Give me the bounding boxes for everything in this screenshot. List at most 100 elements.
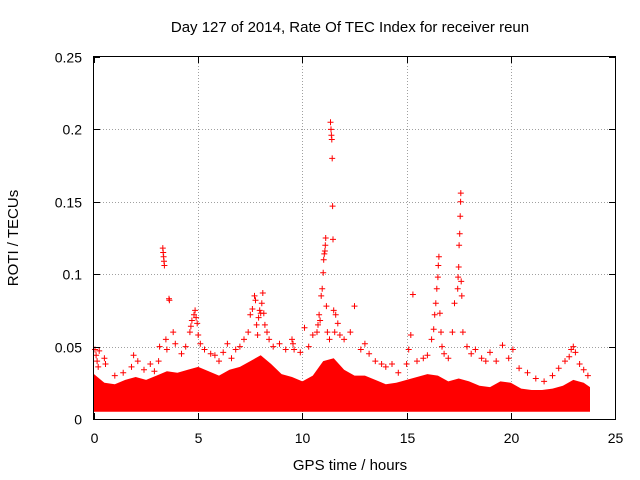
data-point — [378, 361, 385, 367]
data-point — [324, 329, 331, 336]
data-point — [93, 352, 100, 359]
data-point — [468, 350, 475, 357]
data-point — [334, 320, 341, 327]
data-point — [436, 310, 443, 317]
data-point — [96, 347, 103, 354]
data-point — [499, 342, 506, 349]
data-point — [572, 349, 579, 356]
data-point — [555, 365, 562, 372]
dense-point-band — [94, 355, 590, 412]
data-point — [301, 324, 308, 331]
point-band — [94, 355, 590, 412]
chart-title: Day 127 of 2014, Rate Of TEC Index for r… — [171, 19, 529, 36]
data-point — [111, 372, 118, 379]
data-point — [241, 336, 247, 343]
data-point — [276, 340, 283, 347]
data-point — [478, 355, 485, 362]
data-point — [260, 310, 267, 317]
data-point — [328, 136, 335, 143]
data-point — [327, 119, 334, 126]
data-point — [264, 329, 270, 336]
y-tick-label: 0.15 — [55, 195, 82, 211]
data-point — [259, 290, 266, 296]
data-point — [331, 329, 338, 336]
data-point — [261, 321, 268, 328]
data-point — [228, 355, 235, 362]
data-point — [322, 242, 329, 249]
data-point — [414, 358, 420, 365]
data-point — [151, 368, 158, 375]
data-point — [454, 285, 461, 292]
data-point — [101, 355, 108, 362]
data-point — [282, 346, 289, 353]
data-point — [266, 336, 273, 343]
data-point — [433, 285, 440, 292]
data-point — [318, 292, 325, 299]
data-point — [329, 155, 336, 162]
data-point — [156, 343, 163, 350]
x-tick-label: 0 — [91, 430, 99, 446]
axis-ticks: 0 5 10 15 20 25 0 0.05 0.1 0.15 0.2 0.25 — [55, 50, 624, 447]
data-point — [182, 343, 189, 350]
data-point — [247, 311, 254, 318]
data-point — [347, 329, 354, 336]
data-point — [289, 336, 295, 343]
data-point — [305, 343, 312, 350]
data-point — [316, 311, 323, 318]
data-point — [532, 375, 539, 382]
data-point — [155, 358, 162, 365]
data-point — [441, 350, 448, 357]
y-tick-label: 0.25 — [55, 50, 82, 66]
data-point — [141, 366, 147, 373]
data-point — [451, 300, 458, 307]
data-point — [405, 346, 412, 353]
data-point — [336, 332, 343, 338]
data-point — [570, 343, 577, 350]
data-point — [255, 314, 262, 321]
data-point — [439, 343, 445, 350]
data-point — [456, 230, 463, 237]
data-point — [459, 329, 466, 336]
data-point — [195, 332, 202, 338]
data-point — [216, 358, 222, 365]
data-point — [232, 346, 239, 353]
data-point — [351, 303, 358, 310]
data-point — [194, 320, 201, 327]
data-point — [524, 369, 531, 376]
data-point — [403, 361, 410, 367]
data-point — [249, 306, 256, 312]
data-point — [102, 361, 109, 367]
data-point — [297, 349, 304, 356]
data-point — [395, 369, 402, 376]
data-point — [428, 336, 435, 343]
data-point — [455, 264, 462, 270]
data-point — [372, 358, 379, 365]
data-point — [584, 372, 591, 379]
data-point — [236, 343, 243, 350]
data-point — [207, 350, 214, 357]
data-point — [197, 340, 204, 347]
plot-frame — [93, 56, 616, 420]
data-point — [580, 366, 587, 373]
data-point — [224, 340, 231, 347]
data-point — [445, 355, 452, 362]
x-tick-label: 20 — [504, 430, 520, 446]
data-point — [317, 317, 324, 324]
y-tick-label: 0.2 — [63, 122, 83, 138]
data-point — [431, 311, 438, 318]
data-point — [270, 343, 277, 350]
data-point — [211, 352, 218, 359]
data-point — [332, 311, 339, 318]
data-point — [472, 346, 479, 353]
data-point — [420, 355, 427, 362]
data-point — [409, 291, 416, 298]
data-point — [576, 361, 583, 367]
data-point — [505, 355, 512, 362]
data-point — [361, 340, 368, 347]
data-point — [382, 363, 389, 370]
data-point — [178, 350, 185, 357]
x-tick-label: 10 — [295, 430, 311, 446]
data-point — [434, 274, 441, 281]
data-point — [291, 346, 298, 353]
data-point — [516, 365, 523, 372]
